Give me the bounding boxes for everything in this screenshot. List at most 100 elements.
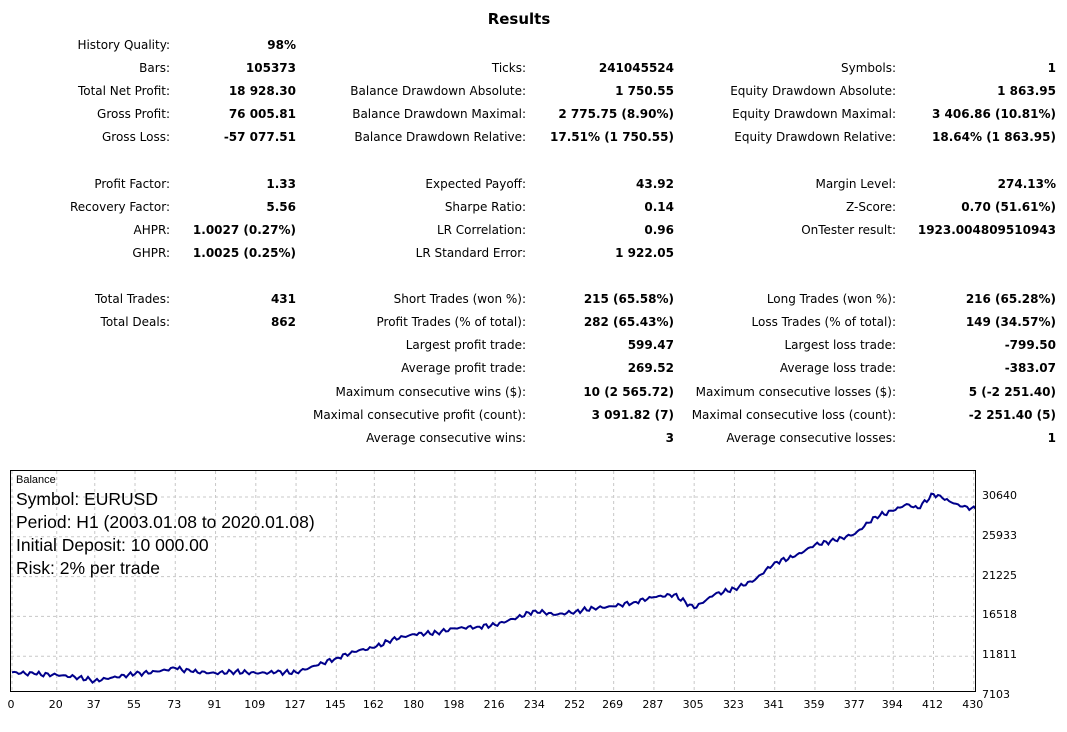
stat-label-sharpe-ratio: Sharpe Ratio: xyxy=(444,199,526,214)
stat-value-lr-correlation: 0.96 xyxy=(644,222,674,237)
stat-label-lr-correlation: LR Correlation: xyxy=(436,222,526,237)
stat-value-ticks: 241045524 xyxy=(598,61,674,76)
chart-info-deposit: Initial Deposit: 10 000.00 xyxy=(16,535,209,555)
stat-label-maximal-consecutive-loss-count: Maximal consecutive loss (count): xyxy=(691,407,896,422)
x-tick-label: 162 xyxy=(362,698,384,711)
stat-value-total-net-profit: 18 928.30 xyxy=(228,84,296,99)
stat-label-total-trades: Total Trades: xyxy=(95,292,170,307)
stat-label-lr-standard-error: LR Standard Error: xyxy=(415,245,526,260)
x-tick-label: 73 xyxy=(167,698,182,711)
stat-value-maximal-consecutive-loss-count: -2 251.40 (5) xyxy=(968,407,1056,422)
stat-label-recovery-factor: Recovery Factor: xyxy=(69,199,170,214)
stat-label-z-score: Z-Score: xyxy=(846,199,896,214)
stat-label-profit-trades-of-total: Profit Trades (% of total): xyxy=(376,315,526,330)
stat-value-equity-drawdown-relative: 18.64% (1 863.95) xyxy=(932,130,1056,145)
stat-value-maximal-consecutive-profit-count: 3 091.82 (7) xyxy=(591,407,674,422)
stat-label-gross-loss: Gross Loss: xyxy=(102,130,170,145)
stat-value-gross-loss: -57 077.51 xyxy=(223,130,296,145)
stat-label-ahpr: AHPR: xyxy=(133,222,170,237)
stat-value-maximum-consecutive-wins: 10 (2 565.72) xyxy=(583,384,674,399)
x-tick-label: 20 xyxy=(48,698,63,711)
chart-info-symbol: Symbol: EURUSD xyxy=(16,489,158,509)
x-tick-label: 430 xyxy=(962,698,984,711)
stat-value-expected-payoff: 43.92 xyxy=(636,176,674,191)
stat-label-loss-trades-of-total: Loss Trades (% of total): xyxy=(751,315,897,330)
stat-value-average-loss-trade: -383.07 xyxy=(1004,361,1056,376)
stat-label-ghpr: GHPR: xyxy=(132,245,170,260)
y-tick-label: 7103 xyxy=(982,688,1010,701)
stat-label-long-trades-won: Long Trades (won %): xyxy=(766,292,896,307)
stat-value-profit-factor: 1.33 xyxy=(266,176,296,191)
stat-label-total-net-profit: Total Net Profit: xyxy=(77,84,170,99)
results-title: Results xyxy=(487,10,551,28)
stat-label-bars: Bars: xyxy=(139,61,170,76)
balance-line-chart xyxy=(11,471,975,691)
stat-value-average-profit-trade: 269.52 xyxy=(627,361,674,376)
x-tick-label: 341 xyxy=(763,698,785,711)
stat-value-balance-drawdown-absolute: 1 750.55 xyxy=(615,84,674,99)
stat-value-equity-drawdown-maximal: 3 406.86 (10.81%) xyxy=(932,107,1056,122)
stat-label-average-consecutive-wins: Average consecutive wins: xyxy=(366,430,526,445)
x-tick-label: 127 xyxy=(284,698,306,711)
stat-label-equity-drawdown-maximal: Equity Drawdown Maximal: xyxy=(732,107,896,122)
x-tick-label: 37 xyxy=(86,698,101,711)
x-tick-label: 234 xyxy=(523,698,545,711)
x-tick-label: 0 xyxy=(7,698,15,711)
stat-value-short-trades-won: 215 (65.58%) xyxy=(583,292,674,307)
x-tick-label: 323 xyxy=(722,698,744,711)
stat-value-total-trades: 431 xyxy=(270,292,296,307)
stat-label-ticks: Ticks: xyxy=(491,61,526,76)
stat-value-largest-loss-trade: -799.50 xyxy=(1004,338,1056,353)
y-tick-label: 16518 xyxy=(982,608,1017,622)
x-tick-label: 394 xyxy=(881,698,903,711)
x-tick-label: 252 xyxy=(564,698,586,711)
stat-value-maximum-consecutive-losses: 5 (-2 251.40) xyxy=(968,384,1056,399)
balance-series-line xyxy=(11,492,975,685)
stat-value-balance-drawdown-relative: 17.51% (1 750.55) xyxy=(550,130,674,145)
stat-value-total-deals: 862 xyxy=(270,315,296,330)
x-tick-label: 377 xyxy=(843,698,865,711)
stat-label-balance-drawdown-maximal: Balance Drawdown Maximal: xyxy=(352,107,526,122)
x-tick-label: 216 xyxy=(483,698,505,711)
stat-value-gross-profit: 76 005.81 xyxy=(228,107,296,122)
stat-label-balance-drawdown-absolute: Balance Drawdown Absolute: xyxy=(350,84,526,99)
x-tick-label: 198 xyxy=(443,698,465,711)
stat-value-history-quality: 98% xyxy=(267,38,296,52)
y-tick-label: 25933 xyxy=(982,528,1017,542)
stat-value-largest-profit-trade: 599.47 xyxy=(627,338,674,353)
x-tick-label: 55 xyxy=(127,698,142,711)
stat-label-maximum-consecutive-losses: Maximum consecutive losses ($): xyxy=(695,384,896,399)
stat-value-balance-drawdown-maximal: 2 775.75 (8.90%) xyxy=(558,107,674,122)
stat-value-bars: 105373 xyxy=(245,61,296,76)
x-tick-label: 109 xyxy=(244,698,266,711)
y-tick-label: 11811 xyxy=(982,648,1017,662)
chart-title: Balance xyxy=(16,474,56,486)
stat-value-long-trades-won: 216 (65.28%) xyxy=(965,292,1056,307)
stat-label-average-consecutive-losses: Average consecutive losses: xyxy=(726,430,896,445)
x-tick-label: 180 xyxy=(403,698,425,711)
x-tick-label: 145 xyxy=(324,698,346,711)
stat-value-loss-trades-of-total: 149 (34.57%) xyxy=(965,315,1056,330)
stat-value-ontester-result: 1923.004809510943 xyxy=(917,222,1056,237)
stat-value-recovery-factor: 5.56 xyxy=(266,199,296,214)
stat-label-margin-level: Margin Level: xyxy=(815,176,896,191)
stat-label-short-trades-won: Short Trades (won %): xyxy=(393,292,526,307)
stat-label-history-quality: History Quality: xyxy=(77,38,170,52)
chart-info-period: Period: H1 (2003.01.08 to 2020.01.08) xyxy=(16,512,315,532)
stat-value-sharpe-ratio: 0.14 xyxy=(644,199,674,214)
y-tick-label: 21225 xyxy=(982,568,1017,582)
results-stats-table: History Quality: 98% Bars: 105373 Total Net … xyxy=(0,36,1067,446)
stat-value-profit-trades-of-total: 282 (65.43%) xyxy=(583,315,674,330)
stat-value-equity-drawdown-absolute: 1 863.95 xyxy=(997,84,1056,99)
stat-value-ghpr: 1.0025 (0.25%) xyxy=(192,245,296,260)
stat-label-ontester-result: OnTester result: xyxy=(801,222,896,237)
y-tick-label: 30640 xyxy=(982,489,1017,502)
stat-label-balance-drawdown-relative: Balance Drawdown Relative: xyxy=(354,130,526,145)
stat-label-equity-drawdown-relative: Equity Drawdown Relative: xyxy=(734,130,896,145)
balance-chart-plot-area: Balance Symbol: EURUSD Period: H1 (2003.… xyxy=(10,470,976,692)
x-tick-label: 305 xyxy=(682,698,704,711)
balance-chart: Balance Symbol: EURUSD Period: H1 (2003.… xyxy=(7,470,1067,732)
stat-value-average-consecutive-losses: 1 xyxy=(1047,430,1056,445)
stat-label-profit-factor: Profit Factor: xyxy=(94,176,170,191)
stat-value-lr-standard-error: 1 922.05 xyxy=(615,245,674,260)
